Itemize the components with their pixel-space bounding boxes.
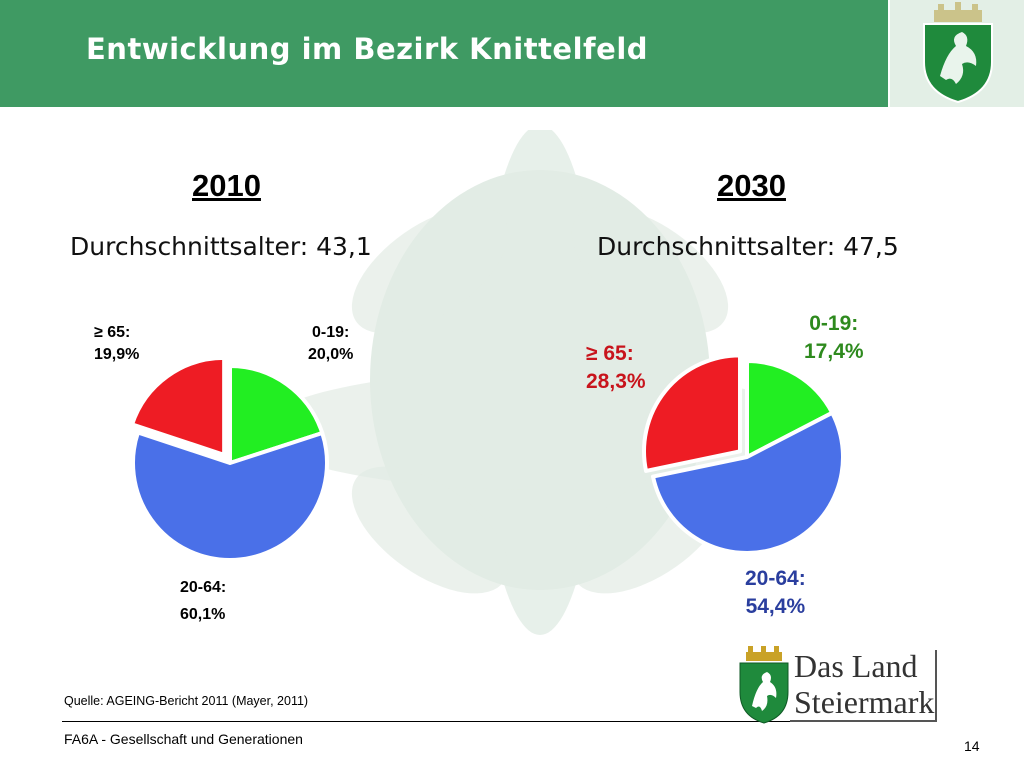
coat-of-arms-icon: [923, 2, 993, 104]
chart-2030-title: 2030: [717, 168, 786, 203]
pie-chart-2030: [642, 353, 845, 555]
footer-divider: [62, 721, 797, 722]
label-2030-65-plus-name: ≥ 65:: [586, 342, 634, 365]
crest-icon: [739, 646, 789, 724]
label-2030-0-19-name: 0-19:: [809, 312, 859, 335]
logo-frame: [790, 650, 937, 722]
label-2010-20-64-name: 20-64:: [180, 579, 227, 596]
source-note: Quelle: AGEING-Bericht 2011 (Mayer, 2011…: [64, 694, 309, 708]
pie-slice-2010-65-plus: [130, 355, 227, 457]
label-2010-65-plus-name: ≥ 65:: [94, 324, 131, 341]
pie-chart-2010: [130, 355, 329, 562]
label-2010-20-64-value: 60,1%: [180, 606, 226, 624]
page-title: Entwicklung im Bezirk Knittelfeld: [86, 32, 649, 66]
label-2010-20-64: 20-64: 60,1%: [180, 574, 226, 628]
label-2030-20-64-name: 20-64:: [745, 567, 806, 590]
chart-2030-average-age: Durchschnittsalter: 47,5: [597, 232, 899, 261]
pie-slice-2030-0-19: [745, 359, 835, 459]
das-land-steiermark-logo: Das Land Steiermark: [736, 646, 942, 724]
pie-slice-2010-20-64: [131, 430, 329, 562]
header-bar: Entwicklung im Bezirk Knittelfeld: [0, 0, 888, 107]
label-2030-65-plus: ≥ 65: 28,3%: [586, 340, 646, 397]
logo-text-line1: Das Land: [794, 648, 918, 684]
pie-slice-2030-65-plus: [642, 353, 743, 473]
coat-of-arms-badge: [888, 0, 1024, 107]
label-2030-20-64-value: 54,4%: [745, 595, 806, 619]
label-2030-0-19: 0-19: 17,4%: [804, 310, 864, 367]
pie-slice-2030-20-64: [651, 410, 845, 555]
label-2030-0-19-value: 17,4%: [804, 340, 864, 364]
label-2030-20-64: 20-64: 54,4%: [745, 565, 806, 622]
label-2010-65-plus: ≥ 65: 19,9%: [94, 322, 139, 365]
chart-2010-title: 2010: [192, 168, 261, 203]
logo-text-line2: Steiermark: [794, 684, 935, 720]
chart-2010-average-age: Durchschnittsalter: 43,1: [70, 232, 372, 261]
footer-department: FA6A - Gesellschaft und Generationen: [64, 731, 303, 747]
label-2010-0-19-value: 20,0%: [308, 345, 354, 363]
page-number: 14: [964, 738, 980, 754]
label-2010-65-plus-value: 19,9%: [94, 345, 140, 363]
label-2010-0-19: 0-19: 20,0%: [308, 322, 353, 365]
label-2010-0-19-name: 0-19:: [312, 324, 350, 341]
label-2030-65-plus-value: 28,3%: [586, 370, 646, 394]
